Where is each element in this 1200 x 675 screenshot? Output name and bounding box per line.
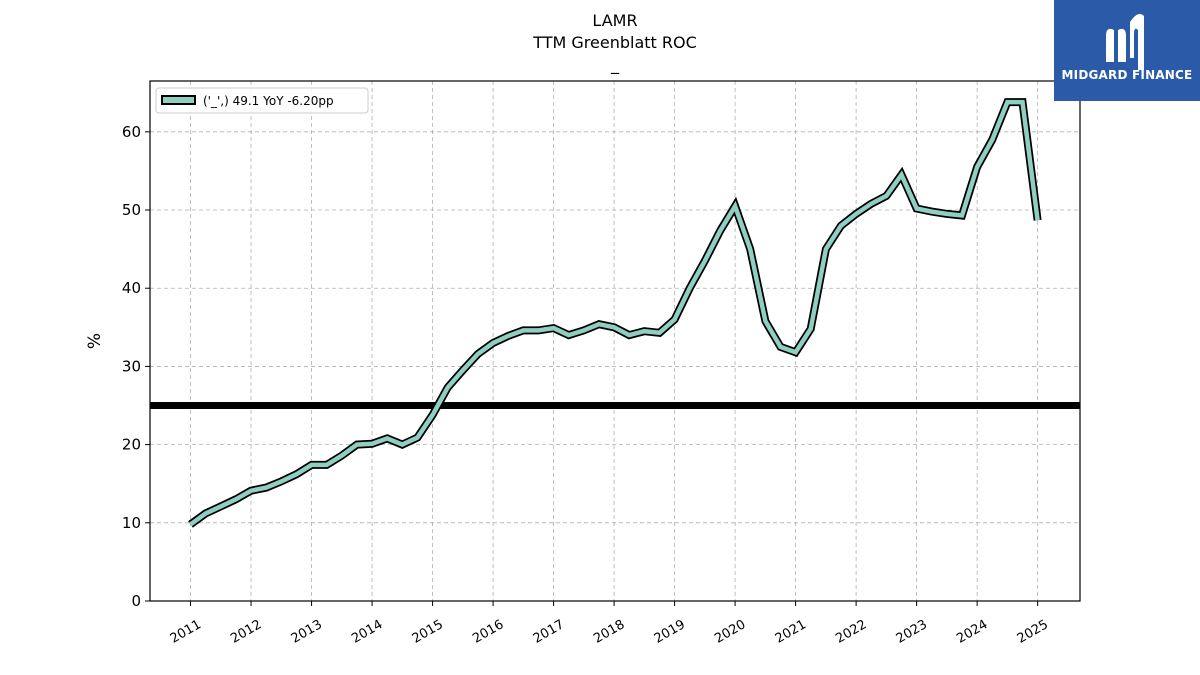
- chart-subtitle-underscore: _: [611, 55, 619, 74]
- chart-subtitle: TTM Greenblatt ROC: [533, 33, 697, 52]
- x-tick-label: 2012: [228, 617, 264, 647]
- x-tick-label: 2018: [591, 617, 627, 647]
- y-tick-label: 0: [131, 592, 141, 610]
- midgard-finance-logo: MIDGARD FINANCE: [1054, 0, 1200, 101]
- legend-box: [155, 87, 369, 114]
- y-tick-label: 40: [122, 279, 141, 297]
- grid-lines: [150, 81, 1080, 602]
- x-tick-label: 2023: [894, 617, 930, 647]
- y-tick-label: 10: [122, 514, 141, 532]
- x-axis: 2011 2012 2013 2014 2015 2016 2017 2018 2019 2020…: [168, 601, 1051, 647]
- chart-title: LAMR: [592, 11, 638, 30]
- x-tick-label: 2022: [833, 617, 869, 647]
- y-tick-label: 50: [122, 201, 141, 219]
- x-tick-label: 2019: [652, 617, 688, 647]
- x-tick-label: 2016: [470, 617, 506, 647]
- midgard-logo-icon: [1106, 14, 1144, 70]
- series-line: [189, 99, 1040, 527]
- legend-entry-label: ('_',) 49.1 YoY -6.20pp: [203, 94, 334, 108]
- x-tick-label: 2011: [168, 617, 204, 647]
- x-tick-label: 2025: [1015, 617, 1051, 647]
- x-tick-label: 2015: [410, 617, 446, 647]
- y-tick-label: 60: [122, 123, 141, 141]
- x-tick-label: 2021: [773, 617, 809, 647]
- x-tick-label: 2024: [954, 617, 990, 647]
- x-tick-label: 2013: [289, 617, 325, 647]
- legend-swatch: [161, 95, 196, 105]
- logo-text: MIDGARD FINANCE: [1061, 68, 1193, 82]
- plot-area-frame: [149, 80, 1081, 602]
- y-axis: 0 10 20 30 40 50 60: [122, 123, 150, 610]
- x-tick-label: 2014: [349, 617, 385, 647]
- x-tick-label: 2020: [712, 617, 748, 647]
- x-tick-label: 2017: [531, 617, 567, 647]
- series-group: [188, 98, 1042, 528]
- y-tick-label: 20: [122, 436, 141, 454]
- y-axis-label: %: [85, 333, 105, 349]
- y-tick-label: 30: [122, 357, 141, 375]
- chart-title-block: LAMR TTM Greenblatt ROC _: [150, 10, 1080, 76]
- legend: ('_',) 49.1 YoY -6.20pp: [155, 87, 369, 114]
